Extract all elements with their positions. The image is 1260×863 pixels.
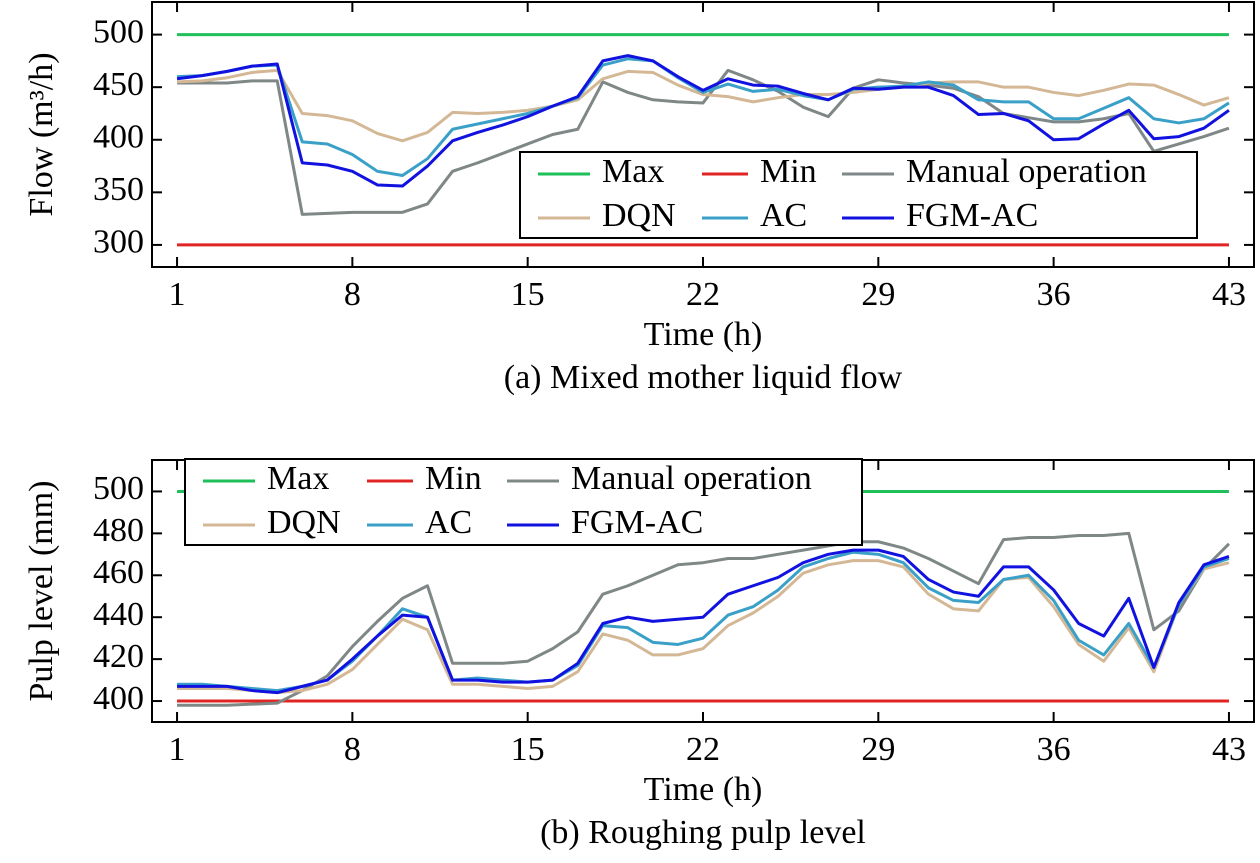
y-tick-label: 440 xyxy=(93,596,144,633)
x-axis-label: Time (h) xyxy=(644,771,763,808)
y-axis-label: Flow (m³/h) xyxy=(23,52,60,216)
legend-box xyxy=(184,458,863,546)
y-tick-label: 300 xyxy=(93,224,144,261)
x-tick-label: 8 xyxy=(344,731,361,768)
legend-box xyxy=(519,151,1198,239)
y-tick-label: 460 xyxy=(93,554,144,591)
y-tick-label: 420 xyxy=(93,638,144,675)
x-tick-label: 43 xyxy=(1212,731,1246,768)
x-tick-label: 36 xyxy=(1037,731,1071,768)
series-line xyxy=(176,54,1230,188)
legend-label: AC xyxy=(760,197,807,234)
series-line xyxy=(177,548,1230,695)
legend-label: Max xyxy=(267,460,329,497)
legend-label: FGM-AC xyxy=(906,197,1038,234)
x-tick-label: 29 xyxy=(861,276,895,313)
x-tick-label: 36 xyxy=(1037,276,1071,313)
legend-label: DQN xyxy=(267,504,341,541)
legend-label: Min xyxy=(760,153,817,190)
x-tick-label: 8 xyxy=(344,276,361,313)
chart-title: (b) Roughing pulp level xyxy=(540,814,866,851)
x-axis-label: Time (h) xyxy=(644,316,763,353)
y-tick-label: 500 xyxy=(93,470,144,507)
y-tick-label: 400 xyxy=(93,680,144,717)
y-axis-label: Pulp level (mm) xyxy=(23,481,60,702)
y-tick-label: 500 xyxy=(93,13,144,50)
series-line xyxy=(177,559,1230,695)
series-line xyxy=(177,68,1230,216)
x-tick-label: 29 xyxy=(861,731,895,768)
series-line xyxy=(176,68,1230,143)
series-line xyxy=(176,57,1230,178)
legend-label: FGM-AC xyxy=(571,504,703,541)
legend-label: Min xyxy=(425,460,482,497)
y-tick-label: 350 xyxy=(93,171,144,208)
x-tick-label: 22 xyxy=(686,276,720,313)
x-tick-label: 15 xyxy=(511,276,545,313)
legend-label: Manual operation xyxy=(906,153,1147,190)
y-tick-label: 450 xyxy=(93,66,144,103)
legend-label: Manual operation xyxy=(571,460,812,497)
legend-label: Max xyxy=(602,153,664,190)
x-tick-label: 1 xyxy=(169,731,186,768)
series-line xyxy=(177,531,1231,707)
y-tick-label: 480 xyxy=(93,512,144,549)
chart-title: (a) Mixed mother liquid flow xyxy=(504,359,903,396)
series-line xyxy=(177,550,1230,693)
x-tick-label: 22 xyxy=(686,731,720,768)
x-tick-label: 43 xyxy=(1212,276,1246,313)
legend-label: DQN xyxy=(602,197,676,234)
x-tick-label: 1 xyxy=(169,276,186,313)
y-tick-label: 400 xyxy=(93,119,144,156)
legend-label: AC xyxy=(425,504,472,541)
x-tick-label: 15 xyxy=(511,731,545,768)
